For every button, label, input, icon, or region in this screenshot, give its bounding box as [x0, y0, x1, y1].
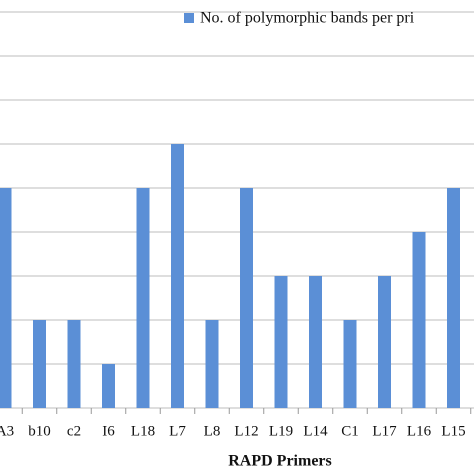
x-tick-label: L18	[131, 423, 155, 439]
x-tick-label: L14	[303, 423, 328, 439]
x-tick-label: L19	[269, 423, 293, 439]
bar	[447, 188, 460, 408]
legend-label: No. of polymorphic bands per pri	[200, 10, 415, 27]
x-axis-title: RAPD Primers	[228, 453, 332, 470]
x-tick-label: L16	[407, 423, 432, 439]
bar	[102, 364, 115, 408]
x-tick-label: A3	[0, 423, 14, 439]
bar	[240, 188, 253, 408]
bar	[136, 188, 150, 408]
bar	[0, 188, 12, 408]
x-tick-label: L15	[441, 423, 465, 439]
bar	[412, 232, 426, 408]
x-tick-label: b10	[28, 423, 51, 439]
bar	[205, 320, 219, 408]
bar	[274, 276, 288, 408]
legend-swatch	[184, 13, 194, 23]
bar	[378, 276, 391, 408]
x-tick-label: L17	[372, 423, 397, 439]
bar	[33, 320, 46, 408]
bar	[171, 144, 184, 408]
bar	[309, 276, 322, 408]
bar	[67, 320, 81, 408]
x-tick-label: c2	[67, 423, 81, 439]
x-tick-label: C1	[341, 423, 359, 439]
x-tick-label: L12	[234, 423, 258, 439]
x-tick-label: L7	[169, 423, 186, 439]
x-tick-label: I6	[102, 423, 115, 439]
bar	[343, 320, 357, 408]
x-tick-label: L8	[204, 423, 221, 439]
